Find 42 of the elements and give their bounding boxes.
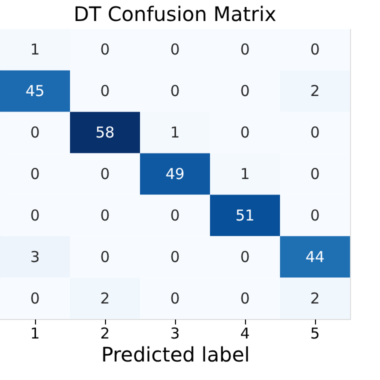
data-label: 3 <box>30 248 40 266</box>
data-label: 51 <box>235 206 255 224</box>
data-label: 49 <box>165 165 185 183</box>
data-label: 2 <box>100 289 110 308</box>
data-label: 0 <box>170 82 180 100</box>
data-label: 0 <box>240 82 250 100</box>
data-label: 0 <box>100 40 110 59</box>
x-tick-label: 1 <box>30 324 40 342</box>
data-label: 0 <box>240 40 250 59</box>
data-label: 0 <box>240 289 250 308</box>
data-label: 0 <box>30 124 40 142</box>
data-label: 2 <box>310 289 320 308</box>
data-label: 0 <box>310 206 320 224</box>
data-label: 0 <box>100 165 110 183</box>
data-label: 44 <box>305 248 325 266</box>
x-axis-title: Predicted label <box>101 342 250 366</box>
data-label: 0 <box>310 165 320 183</box>
data-label: 0 <box>310 40 320 59</box>
data-label: 0 <box>240 248 250 266</box>
data-label: 0 <box>170 40 180 59</box>
data-label: 0 <box>100 82 110 100</box>
data-label: 1 <box>240 165 250 183</box>
x-tick-label: 2 <box>100 324 110 342</box>
data-label: 0 <box>30 165 40 183</box>
data-label: 0 <box>170 206 180 224</box>
data-label: 0 <box>240 124 250 142</box>
x-tick-label: 5 <box>310 324 320 342</box>
data-label: 0 <box>100 248 110 266</box>
data-label: 0 <box>310 124 320 142</box>
data-label: 0 <box>30 289 40 308</box>
data-label: 0 <box>30 206 40 224</box>
data-label: 0 <box>170 289 180 308</box>
data-label: 0 <box>170 248 180 266</box>
data-label: 45 <box>25 82 45 100</box>
data-label: 58 <box>95 124 115 142</box>
data-label: 0 <box>100 206 110 224</box>
data-label: 1 <box>30 40 40 59</box>
x-tick-label: 4 <box>240 324 250 342</box>
x-tick-label: 3 <box>170 324 180 342</box>
chart-title: DT Confusion Matrix <box>74 2 277 26</box>
data-label: 2 <box>310 82 320 100</box>
data-label: 1 <box>170 124 180 142</box>
